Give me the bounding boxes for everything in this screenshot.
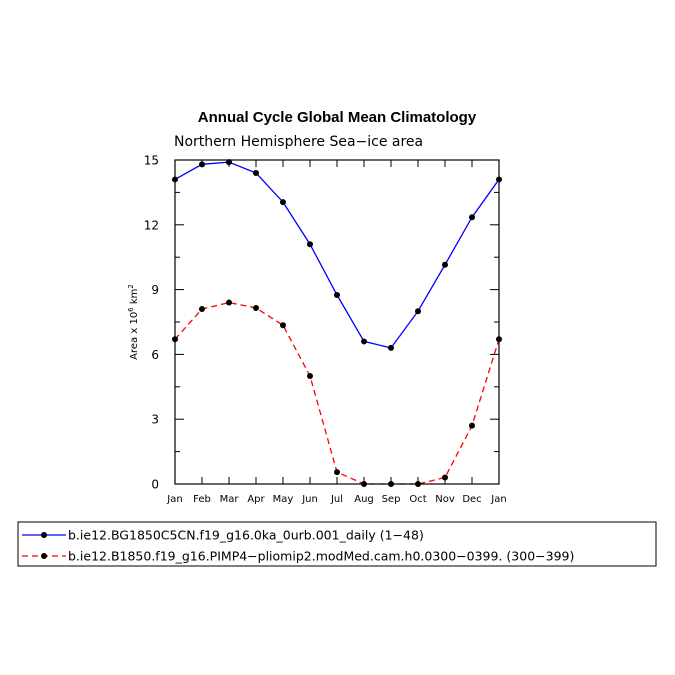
y-axis-label-exponent: 6: [127, 307, 135, 312]
y-tick-label: 15: [144, 154, 159, 168]
y-axis-label: Area x 106 km2: [127, 284, 140, 360]
chart-subtitle: Northern Hemisphere Sea−ice area: [174, 134, 423, 150]
x-tick-label: Feb: [193, 494, 211, 505]
x-tick-label: Nov: [435, 494, 455, 505]
x-tick-label: Oct: [409, 494, 426, 505]
series-1-point: [280, 199, 286, 206]
series-1-point: [442, 261, 448, 268]
series-layer: [172, 159, 502, 487]
plot-frame: [174, 159, 500, 485]
y-tick-label: 12: [144, 218, 159, 232]
series-1-point: [469, 214, 475, 221]
legend-box: [17, 521, 657, 567]
y-tick-label: 6: [151, 348, 159, 362]
series-1-point: [253, 169, 259, 176]
x-tick-label: Jul: [330, 494, 343, 505]
x-tick-label: Jan: [490, 494, 506, 505]
series-2-point: [334, 469, 340, 476]
x-tick-label: Jun: [301, 494, 318, 505]
x-tick-label: Aug: [354, 494, 374, 505]
series-2-point: [226, 299, 232, 306]
x-tick-label: Dec: [462, 494, 481, 505]
axes: 0 3 6 9 12 15 Jan Feb Mar Apr May Jun Jul Aug Sep Oct No…: [144, 154, 507, 506]
legend-label-1: b.ie12.BG1850C5CN.f19_g16.0ka_0urb.001_d…: [68, 528, 424, 543]
x-tick-label: Mar: [220, 494, 240, 505]
series-2-point: [199, 306, 205, 313]
y-axis-label-unit: km: [129, 289, 140, 308]
legend-label-2: b.ie12.B1850.f19_g16.PIMP4−pliomip2.modM…: [68, 549, 574, 564]
legend-marker-2: [41, 553, 47, 559]
series-2-point: [442, 474, 448, 481]
series-2-point: [253, 304, 259, 311]
legend: b.ie12.BG1850C5CN.f19_g16.0ka_0urb.001_d…: [17, 521, 657, 567]
series-2-point: [307, 373, 313, 379]
legend-marker-1: [41, 532, 47, 538]
series-1-point: [361, 338, 367, 345]
y-tick-label: 3: [151, 413, 159, 427]
x-tick-label: Apr: [247, 494, 265, 505]
series-line-2: [174, 301, 500, 485]
y-axis-label-prefix: Area x 10: [129, 312, 140, 360]
series-2-point: [469, 422, 475, 429]
series-1-point: [226, 159, 232, 166]
x-tick-label: May: [273, 494, 294, 505]
y-axis-label-unit-exponent: 2: [127, 284, 135, 288]
series-1-point: [307, 241, 313, 248]
series-2-point: [280, 322, 286, 329]
y-tick-label: 0: [151, 478, 159, 492]
x-tick-label: Jan: [166, 494, 182, 505]
x-tick-label: Sep: [382, 494, 401, 505]
series-line-1: [174, 161, 500, 349]
chart-title: Annual Cycle Global Mean Climatology: [198, 109, 477, 126]
y-tick-label: 9: [151, 283, 159, 297]
series-1-point: [199, 161, 205, 168]
series-1-point: [388, 344, 394, 351]
series-1-point: [415, 308, 421, 315]
series-1-point: [334, 292, 340, 298]
